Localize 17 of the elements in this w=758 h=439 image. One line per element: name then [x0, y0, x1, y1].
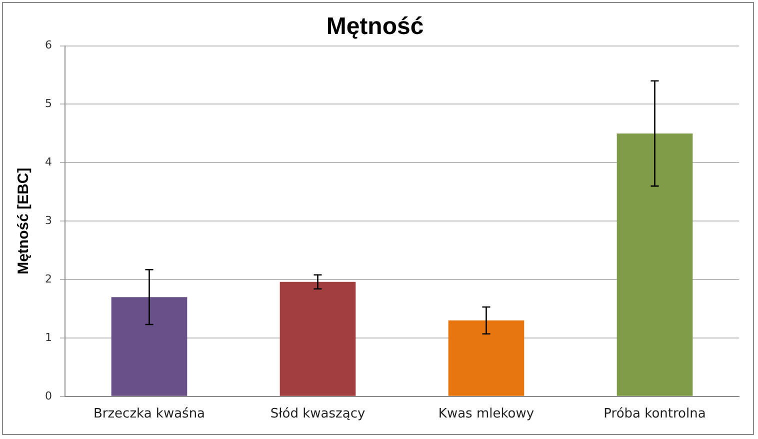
- bar: [280, 282, 356, 396]
- y-tick-label: 1: [45, 330, 52, 344]
- y-tick-label: 4: [45, 156, 52, 169]
- y-tick-label: 0: [45, 389, 52, 402]
- x-tick-label: Kwas mlekowy: [438, 406, 534, 422]
- bar: [111, 297, 188, 396]
- bar: [448, 320, 524, 396]
- x-tick-label: Próba kontrolna: [604, 406, 706, 422]
- y-axis-title: Mętność [EBC]: [15, 168, 32, 274]
- x-tick-label: Słód kwaszący: [270, 406, 366, 422]
- y-tick-label: 5: [45, 97, 52, 110]
- y-tick-label: 2: [45, 272, 52, 286]
- y-tick-label: 3: [45, 214, 52, 227]
- chart-title: Mętność: [326, 13, 424, 40]
- x-tick-label: Brzeczka kwaśna: [93, 406, 206, 422]
- bar: [616, 133, 693, 396]
- y-tick-label: 6: [45, 38, 52, 52]
